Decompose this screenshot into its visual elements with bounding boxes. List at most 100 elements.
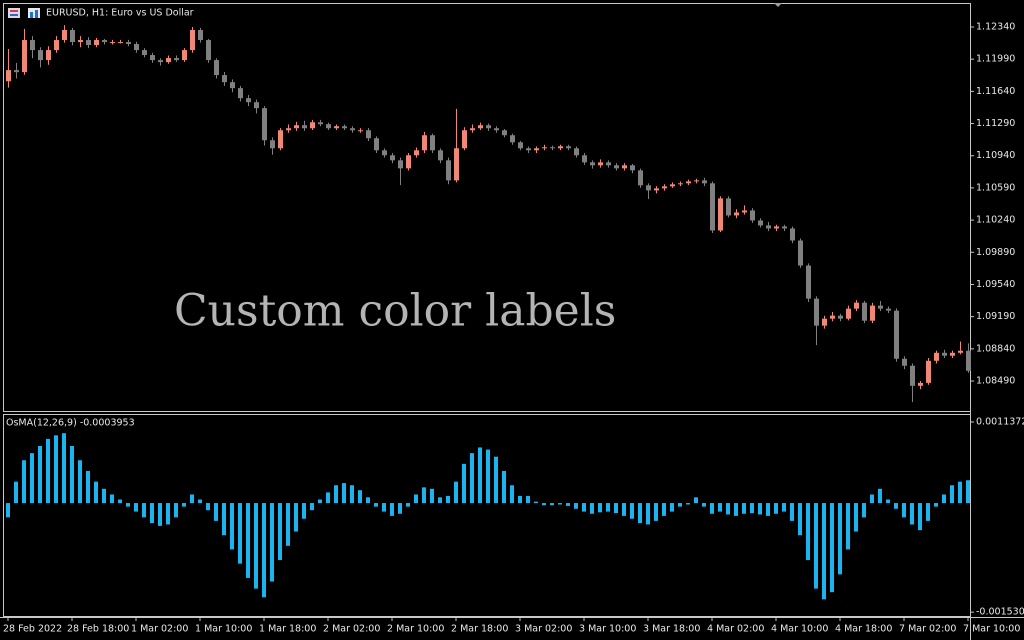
histogram-bar bbox=[550, 503, 554, 506]
histogram-bar bbox=[566, 503, 570, 506]
x-tick-label: 7 Mar 10:00 bbox=[963, 624, 1020, 635]
y-tick-label: 1.10590 bbox=[976, 182, 1015, 193]
histogram-bar bbox=[934, 503, 938, 507]
histogram-bar bbox=[558, 503, 562, 505]
candle-body bbox=[374, 138, 379, 151]
histogram-bar bbox=[894, 503, 898, 509]
histogram-bar bbox=[86, 470, 90, 504]
y-tick-label: 1.09190 bbox=[976, 311, 1015, 322]
histogram-bar bbox=[742, 503, 746, 514]
candle-body bbox=[182, 50, 187, 61]
candle-body bbox=[678, 183, 683, 185]
candle-body bbox=[646, 185, 651, 191]
candle-body bbox=[574, 148, 579, 156]
candle-body bbox=[302, 125, 307, 129]
icon bbox=[10, 14, 18, 16]
histogram-bar bbox=[718, 503, 722, 512]
histogram-bar bbox=[126, 503, 130, 507]
shift-marker bbox=[774, 3, 782, 7]
histogram-bar bbox=[574, 503, 578, 509]
candle-body bbox=[622, 165, 627, 169]
candle-body bbox=[838, 315, 843, 319]
candle-body bbox=[902, 358, 907, 366]
histogram-bar bbox=[790, 503, 794, 521]
y-tick-label: 1.09890 bbox=[976, 247, 1015, 258]
histogram-bar bbox=[182, 503, 186, 507]
histogram-bar bbox=[686, 503, 690, 505]
histogram-bar bbox=[902, 503, 906, 518]
icon bbox=[28, 8, 40, 18]
candle-body bbox=[502, 130, 507, 136]
histogram-bar bbox=[198, 499, 202, 504]
candle-body bbox=[958, 350, 963, 353]
histogram-bar bbox=[598, 503, 602, 513]
histogram-bar bbox=[342, 483, 346, 504]
candle-body bbox=[318, 122, 323, 125]
histogram-bar bbox=[654, 503, 658, 521]
histogram-bar bbox=[918, 503, 922, 531]
histogram-bar bbox=[966, 480, 970, 504]
candle-body bbox=[158, 60, 163, 63]
histogram-bar bbox=[774, 503, 778, 514]
histogram-bar bbox=[726, 503, 730, 515]
icon bbox=[10, 10, 18, 12]
histogram-bar bbox=[782, 503, 786, 512]
histogram-bar bbox=[398, 503, 402, 514]
x-tick-label: 1 Mar 02:00 bbox=[131, 624, 188, 635]
histogram-bar bbox=[246, 503, 250, 578]
y-tick-label: 1.12340 bbox=[976, 21, 1015, 32]
histogram-bar bbox=[230, 503, 234, 550]
candle-body bbox=[102, 40, 107, 43]
histogram-bar bbox=[94, 481, 98, 504]
candle-body bbox=[94, 40, 99, 46]
candle-body bbox=[286, 128, 291, 131]
histogram-bar bbox=[62, 433, 66, 504]
y-tick-label: 1.11290 bbox=[976, 118, 1015, 129]
histogram-bar bbox=[446, 495, 450, 504]
histogram-bar bbox=[950, 485, 954, 504]
histogram-bar bbox=[294, 503, 298, 532]
histogram-bar bbox=[614, 503, 618, 514]
candle-body bbox=[398, 160, 403, 169]
histogram-bar bbox=[454, 481, 458, 504]
candle-body bbox=[854, 302, 859, 309]
y-tick-label: 1.08490 bbox=[976, 376, 1015, 387]
histogram-bar bbox=[622, 503, 626, 516]
candle-body bbox=[78, 40, 83, 43]
candle-body bbox=[734, 212, 739, 216]
histogram-bar bbox=[590, 503, 594, 514]
y-tick-label: 0.0011372 bbox=[976, 416, 1024, 427]
histogram-bar bbox=[382, 503, 386, 512]
candle-body bbox=[174, 58, 179, 61]
y-tick-label: 1.10940 bbox=[976, 150, 1015, 161]
histogram-bar bbox=[6, 503, 10, 518]
histogram-bar bbox=[518, 495, 522, 504]
histogram-bar bbox=[470, 453, 474, 504]
candle-body bbox=[526, 148, 531, 151]
candle-body bbox=[686, 181, 691, 184]
candle-body bbox=[926, 360, 931, 383]
candle-body bbox=[758, 220, 763, 226]
candle-body bbox=[822, 318, 827, 326]
candle-body bbox=[534, 148, 539, 151]
candle-body bbox=[430, 135, 435, 151]
histogram-bar bbox=[302, 503, 306, 519]
x-tick-label: 4 Mar 02:00 bbox=[707, 624, 764, 635]
candle-body bbox=[798, 240, 803, 266]
candle-body bbox=[766, 225, 771, 229]
candle-body bbox=[782, 226, 787, 229]
candle-body bbox=[166, 58, 171, 63]
y-tick-label: 1.10240 bbox=[976, 215, 1015, 226]
histogram-bar bbox=[702, 503, 706, 507]
candle-body bbox=[598, 162, 603, 166]
x-tick-label: 3 Mar 02:00 bbox=[515, 624, 572, 635]
candle-body bbox=[918, 382, 923, 386]
histogram-bar bbox=[310, 503, 314, 511]
candle-body bbox=[950, 352, 955, 356]
candle-body bbox=[414, 150, 419, 156]
candle-body bbox=[206, 40, 211, 61]
candle-body bbox=[422, 135, 427, 151]
histogram-bar bbox=[750, 503, 754, 514]
candle-body bbox=[894, 310, 899, 359]
